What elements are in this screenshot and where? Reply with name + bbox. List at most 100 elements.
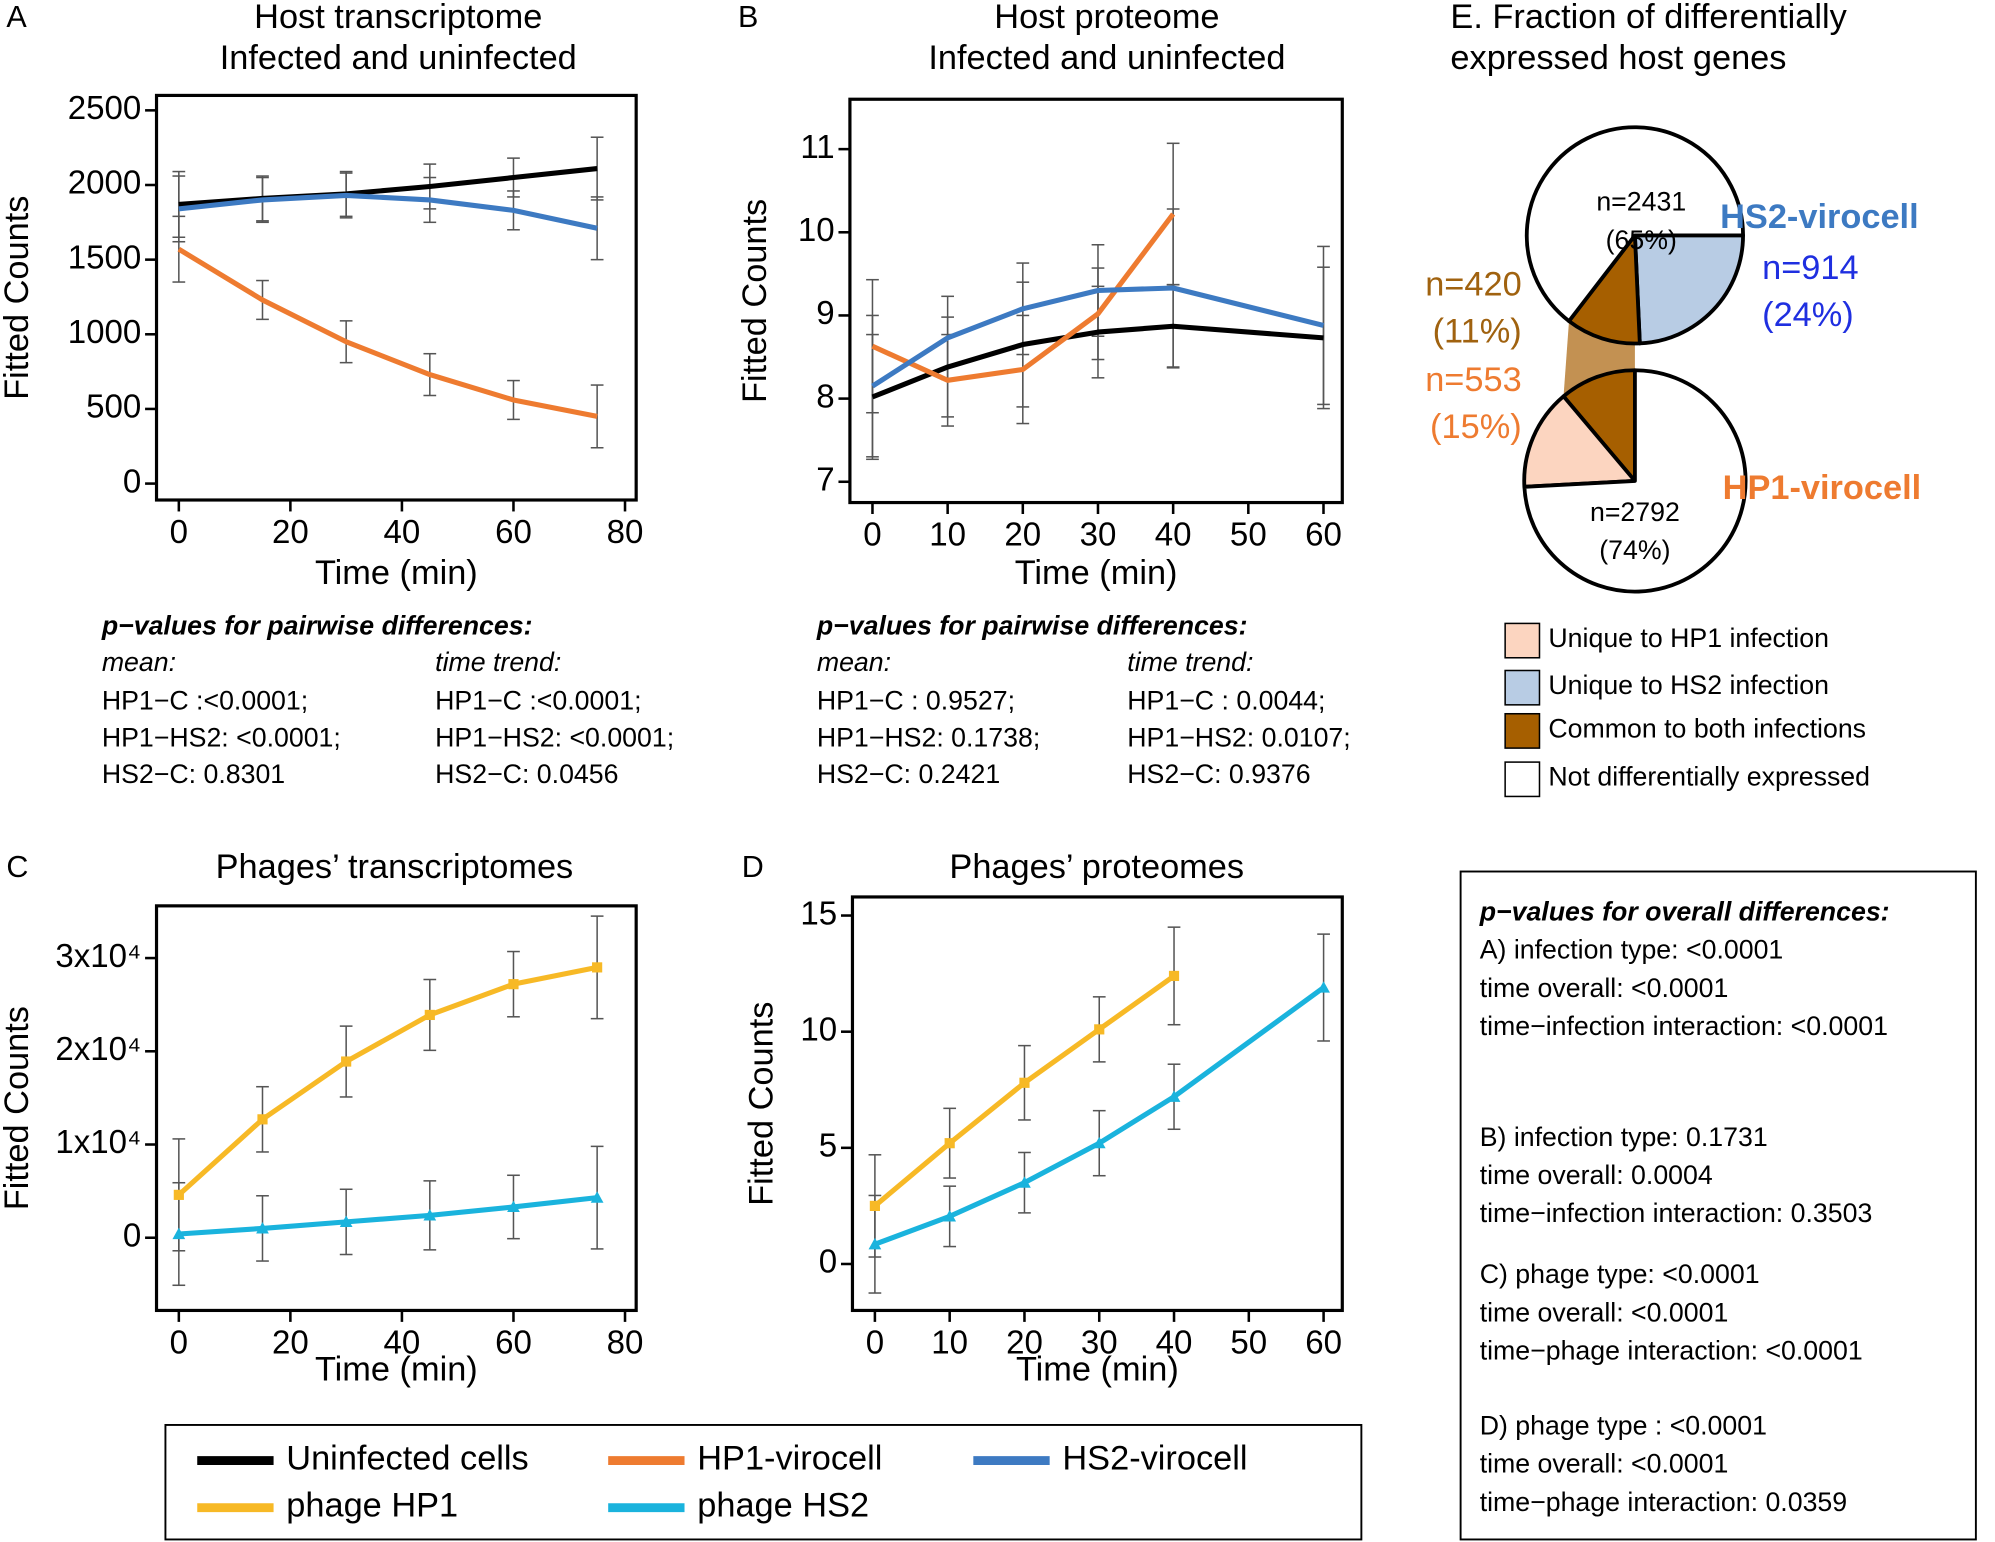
pvalue-label: time trend: [435,647,561,677]
legend-label: HS2-virocell [1062,1440,1247,1478]
chart-title: Phages’ proteomes [949,848,1244,886]
legend-label: Unique to HS2 infection [1548,670,1829,700]
overall-box [1459,870,1977,1541]
marker [944,1138,955,1149]
x-tick-label: 60 [495,514,532,551]
y-tick-label: 2x10⁴ [55,1031,141,1068]
y-axis-label: Fitted Counts [0,196,36,400]
y-tick-label: 9 [816,295,834,332]
overall-line: D) phage type : <0.0001 [1480,1411,1767,1441]
overall-line: time overall: <0.0001 [1480,1449,1729,1479]
y-tick-label: 7 [816,461,834,498]
y-tick-label: 11 [800,129,834,166]
marker [590,1191,604,1203]
y-axis-label: Fitted Counts [742,1002,780,1206]
slice-value-label: n=2431 [1596,187,1686,217]
y-tick-label: 15 [800,895,837,932]
marker [341,1056,352,1067]
series-line [874,985,1326,1247]
overall-line: B) infection type: 0.1731 [1480,1122,1768,1152]
x-tick-label: 50 [1230,1325,1267,1362]
y-tick-label: 10 [800,1011,837,1048]
plot-frame [850,895,1344,1313]
marker [1167,1090,1181,1102]
panel-letter: D [742,850,764,884]
legend-label: Uninfected cells [286,1440,528,1478]
plot-frame [154,93,638,502]
x-axis-label: Time (min) [315,554,478,592]
marker [1092,1136,1106,1149]
pie-slice [1522,394,1637,489]
x-tick-label: 30 [1081,1325,1118,1362]
slice-value-label: n=914 [1762,249,1858,287]
marker [172,1227,186,1240]
pvalue-label: time trend: [1127,647,1253,677]
y-axis-label: Fitted Counts [0,1006,36,1210]
series-line [871,212,1176,383]
pvalue-line: HP1−C : 0.0044; [1127,685,1325,715]
marker [1094,1024,1105,1035]
legend-label: Not differentially expressed [1548,762,1870,792]
y-tick-label: 3x10⁴ [55,938,141,975]
x-tick-label: 80 [607,514,644,551]
series-line [177,964,598,1197]
chart-title: Host proteome [994,0,1219,36]
x-axis-label: Time (min) [1016,1351,1179,1389]
legend-label: HP1-virocell [697,1440,882,1478]
x-tick-label: 60 [1305,1325,1342,1362]
series-line [177,247,598,419]
marker [1168,970,1180,982]
chart-title: Infected and uninfected [220,39,577,77]
x-tick-label: 0 [866,1325,884,1362]
legend-swatch [1504,622,1541,659]
overall-line: A) infection type: <0.0001 [1480,935,1784,965]
x-tick-label: 40 [1156,1325,1193,1362]
legend-swatch [1504,669,1541,706]
plot-frame [154,904,638,1313]
pvalue-line: HS2−C: 0.9376 [1127,759,1310,789]
pvalue-line: HS2−C: 0.8301 [102,759,285,789]
panel-letter: B [738,0,758,34]
x-tick-label: 80 [607,1325,644,1362]
pvalue-line: HP1−C :<0.0001; [435,685,641,715]
marker [943,1210,957,1222]
pie-slice [1633,233,1745,346]
overall-line: C) phage type: <0.0001 [1480,1259,1760,1289]
y-tick-label: 1x10⁴ [55,1124,141,1161]
slice-percent-label: (11%) [1433,312,1522,350]
x-tick-label: 10 [931,1325,968,1362]
marker [868,1237,882,1250]
pvalue-heading: p−values for pairwise differences: [101,610,533,640]
x-tick-label: 0 [170,514,188,551]
y-axis-label: Fitted Counts [736,199,774,403]
pvalue-line: HS2−C: 0.2421 [817,759,1000,789]
overall-line: time−infection interaction: <0.0001 [1480,1011,1888,1041]
slice-value-label: n=553 [1425,361,1521,399]
plot-frame [848,97,1344,505]
slice-percent-label: (15%) [1430,408,1522,446]
pvalue-label: mean: [102,647,176,677]
marker [1317,981,1330,993]
y-tick-label: 0 [123,1217,141,1254]
slice-value-label: n=2792 [1590,497,1680,527]
pie-slice [1524,125,1745,324]
slice-percent-label: (24%) [1762,296,1854,334]
y-tick-label: 2500 [68,90,142,127]
pvalue-line: HS2−C: 0.0456 [435,759,618,789]
panel-letter: A [6,0,27,34]
marker [424,1009,435,1021]
x-tick-label: 0 [170,1325,188,1362]
chart-title: Infected and uninfected [928,39,1285,77]
series-line [178,1195,598,1237]
pvalue-line: HP1−HS2: <0.0001; [102,722,341,752]
pie-name: HS2-virocell [1720,198,1919,236]
legend-label: Common to both infections [1548,713,1866,743]
marker [508,979,519,990]
slice-value-label: n=420 [1425,265,1521,303]
marker [423,1208,437,1221]
y-tick-label: 500 [86,389,141,426]
x-axis-label: Time (min) [1015,554,1178,592]
x-tick-label: 20 [272,514,309,551]
x-tick-label: 20 [1004,517,1041,554]
